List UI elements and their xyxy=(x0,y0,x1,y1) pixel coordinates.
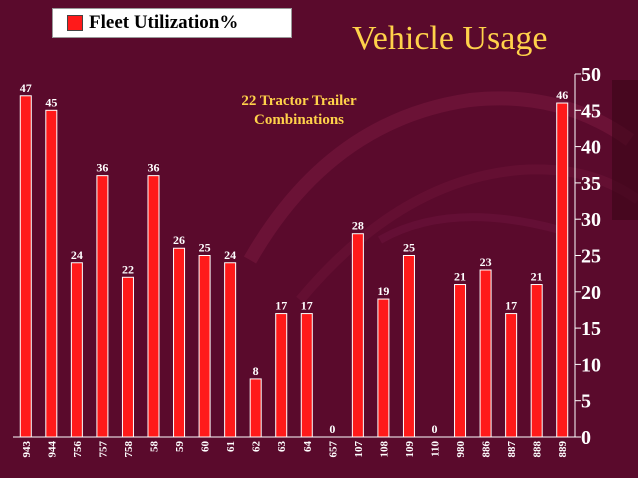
x-tick-label: 657 xyxy=(327,441,339,458)
bar xyxy=(275,313,288,438)
data-label: 46 xyxy=(556,88,568,102)
bar xyxy=(377,298,390,438)
bar xyxy=(402,255,415,438)
y-tick-label: 40 xyxy=(581,137,601,159)
bar xyxy=(454,284,467,438)
x-tick-label: 107 xyxy=(353,441,365,458)
annotation-line-2: Combinations xyxy=(253,112,345,128)
x-tick-label: 758 xyxy=(123,441,135,458)
data-label: 36 xyxy=(96,161,108,175)
x-tick-label: 110 xyxy=(430,441,442,457)
slide-title: Vehicle Usage xyxy=(352,20,548,57)
x-tick-label: 62 xyxy=(251,441,263,453)
x-tick-label: 58 xyxy=(149,441,161,453)
x-tick-label: 109 xyxy=(404,441,416,458)
bar xyxy=(173,247,186,438)
bar xyxy=(45,109,58,438)
bar xyxy=(224,262,237,438)
data-label: 24 xyxy=(71,248,83,262)
legend-swatch xyxy=(67,15,83,31)
data-label: 0 xyxy=(432,422,438,436)
x-tick-label: 108 xyxy=(378,441,390,458)
x-tick-label: 888 xyxy=(532,441,544,458)
data-label: 25 xyxy=(199,241,211,255)
data-label: 28 xyxy=(352,219,364,233)
y-tick-label: 25 xyxy=(581,246,601,268)
bar xyxy=(300,313,313,438)
y-tick-label: 0 xyxy=(581,427,591,449)
annotation-line-1: 22 Tractor Trailer xyxy=(241,93,357,109)
y-tick-label: 50 xyxy=(581,64,601,86)
data-label: 17 xyxy=(505,299,517,313)
x-tick-label: 756 xyxy=(72,441,84,458)
x-tick-label: 889 xyxy=(557,441,569,458)
x-tick-label: 757 xyxy=(97,441,109,458)
data-label: 0 xyxy=(329,422,335,436)
y-tick-label: 30 xyxy=(581,209,601,231)
x-tick-label: 61 xyxy=(225,441,237,452)
bar xyxy=(249,378,262,438)
data-label: 47 xyxy=(20,81,32,95)
y-tick-label: 5 xyxy=(581,391,591,413)
bar xyxy=(556,102,569,438)
bar xyxy=(121,276,134,438)
x-tick-label: 64 xyxy=(302,441,314,453)
y-tick-label: 15 xyxy=(581,318,601,340)
bar xyxy=(147,175,160,438)
y-tick-label: 35 xyxy=(581,173,601,195)
data-label: 22 xyxy=(122,262,134,276)
legend: Fleet Utilization% xyxy=(52,8,292,38)
data-label: 23 xyxy=(480,255,492,269)
y-tick-label: 45 xyxy=(581,100,601,122)
bar xyxy=(70,262,83,438)
data-label: 36 xyxy=(148,161,160,175)
x-tick-label: 60 xyxy=(200,441,212,453)
data-label: 25 xyxy=(403,241,415,255)
data-label: 21 xyxy=(454,270,466,284)
bar xyxy=(198,255,211,438)
bar xyxy=(530,284,543,438)
x-tick-label: 980 xyxy=(455,441,467,458)
data-label: 21 xyxy=(531,270,543,284)
chart-annotation: 22 Tractor Trailer Combinations xyxy=(215,92,383,130)
x-tick-label: 944 xyxy=(46,441,58,458)
data-label: 17 xyxy=(275,299,287,313)
data-label: 8 xyxy=(253,364,259,378)
x-tick-label: 886 xyxy=(481,441,493,458)
data-label: 24 xyxy=(224,248,236,262)
data-label: 19 xyxy=(377,284,389,298)
bar xyxy=(479,269,492,438)
bar xyxy=(505,313,518,438)
data-label: 45 xyxy=(45,95,57,109)
x-tick-label: 943 xyxy=(21,441,33,458)
bar xyxy=(351,233,364,438)
data-label: 26 xyxy=(173,233,185,247)
y-tick-label: 20 xyxy=(581,282,601,304)
data-label: 17 xyxy=(301,299,313,313)
bar xyxy=(19,95,32,438)
y-tick-label: 10 xyxy=(581,354,601,376)
x-tick-label: 887 xyxy=(506,441,518,458)
bar xyxy=(96,175,109,438)
x-tick-label: 63 xyxy=(276,441,288,453)
x-tick-label: 59 xyxy=(174,441,186,453)
legend-label: Fleet Utilization% xyxy=(89,12,239,33)
